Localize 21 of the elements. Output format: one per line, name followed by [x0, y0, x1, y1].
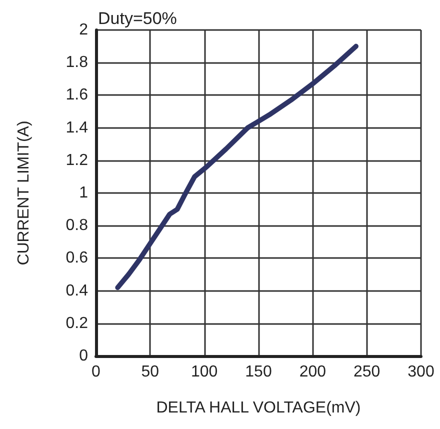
x-tick-label: 300 — [408, 364, 434, 380]
x-tick-label: 250 — [353, 364, 380, 380]
y-tick-label: 1.8 — [66, 54, 88, 72]
x-tick-label: 150 — [245, 364, 272, 380]
x-tick-label: 0 — [92, 364, 101, 380]
x-tick-label: 100 — [190, 364, 218, 380]
y-tick-label: 1.4 — [66, 119, 88, 136]
y-tick-label: 0 — [79, 348, 88, 364]
y-tick-label: 0.8 — [66, 217, 88, 234]
y-tick-label: 0.4 — [66, 282, 88, 300]
x-axis-title: DELTA HALL VOLTAGE(mV) — [156, 400, 361, 416]
x-tick-label: 50 — [141, 364, 160, 380]
y-tick-label: 1.6 — [66, 86, 88, 104]
y-axis-title: CURRENT LIMIT(A) — [16, 120, 32, 266]
x-tick-label: 200 — [299, 364, 326, 380]
y-tick-label: 1 — [79, 184, 88, 202]
y-tick-label: 1.2 — [66, 152, 88, 169]
y-tick-label: 0.6 — [66, 250, 88, 267]
y-tick-label: 2 — [79, 22, 88, 38]
text: Duty=50% — [98, 9, 177, 28]
y-tick-label: 0.2 — [66, 314, 88, 332]
